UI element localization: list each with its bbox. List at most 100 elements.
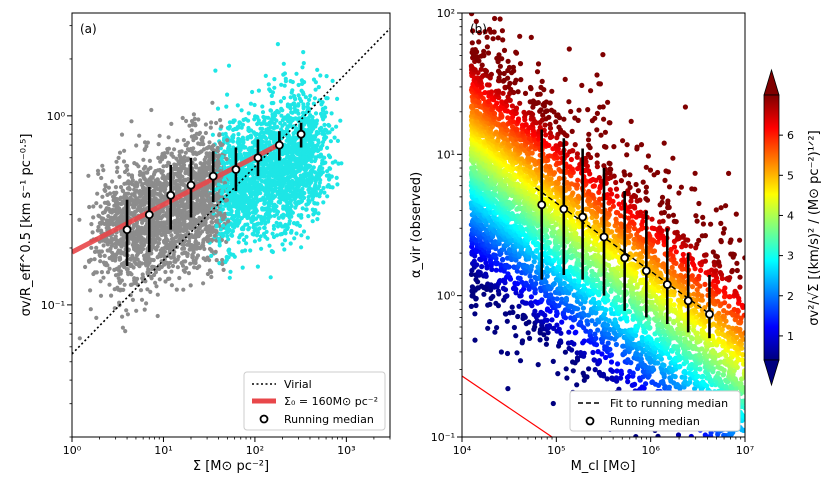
scatter-point	[200, 202, 205, 207]
scatter-point	[193, 206, 199, 211]
scatter-point	[279, 106, 284, 111]
scatter-point	[487, 301, 493, 307]
scatter-point	[274, 233, 280, 238]
scatter-point	[194, 135, 199, 141]
scatter-point	[268, 214, 273, 219]
scatter-point	[89, 222, 94, 227]
scatter-point	[603, 354, 609, 361]
scatter-point	[220, 154, 225, 159]
x-tick-label: 10¹	[154, 444, 172, 457]
scatter-point	[274, 212, 280, 217]
scatter-point	[230, 158, 235, 163]
scatter-point	[250, 89, 255, 95]
scatter-point	[504, 293, 510, 299]
scatter-point	[152, 170, 157, 175]
scatter-point	[289, 194, 294, 199]
scatter-point	[266, 204, 271, 209]
scatter-point	[205, 271, 210, 277]
scatter-point	[473, 302, 479, 309]
scatter-point	[264, 136, 269, 141]
scatter-point	[255, 221, 260, 227]
scatter-point	[544, 317, 550, 323]
scatter-point	[272, 194, 278, 199]
scatter-point	[129, 180, 134, 185]
scatter-point	[106, 214, 111, 219]
scatter-point	[221, 267, 226, 272]
scatter-point	[294, 231, 299, 236]
scatter-point	[90, 230, 95, 235]
scatter-point	[315, 148, 320, 154]
scatter-point	[257, 176, 262, 181]
scatter-point	[240, 143, 246, 148]
scatter-point	[96, 224, 101, 230]
scatter-point	[117, 280, 123, 285]
scatter-point	[131, 200, 136, 205]
scatter-point	[177, 275, 182, 281]
scatter-point	[323, 160, 328, 165]
scatter-point	[223, 202, 228, 207]
scatter-point	[550, 300, 556, 306]
scatter-point	[98, 293, 104, 298]
scatter-point	[240, 173, 245, 178]
scatter-point	[163, 279, 168, 284]
scatter-point	[221, 223, 226, 228]
scatter-point	[191, 169, 196, 174]
scatter-point	[134, 253, 140, 258]
scatter-point	[293, 205, 298, 210]
scatter-point	[94, 315, 99, 320]
scatter-point	[327, 176, 332, 181]
median-point	[296, 129, 306, 139]
scatter-point	[146, 255, 151, 260]
scatter-point	[515, 313, 521, 320]
scatter-point	[173, 235, 179, 240]
scatter-point	[592, 367, 598, 373]
legend-entry-sigma0: Σ₀ = 160M⊙ pc⁻²	[284, 395, 378, 408]
scatter-point	[605, 331, 612, 337]
scatter-point	[318, 164, 323, 169]
scatter-point	[174, 178, 179, 183]
scatter-point	[272, 156, 277, 161]
scatter-point	[569, 347, 575, 353]
scatter-point	[299, 78, 304, 83]
scatter-point	[264, 140, 269, 145]
scatter-point	[625, 379, 631, 385]
scatter-point	[282, 169, 287, 174]
scatter-point	[166, 135, 171, 140]
legend-entry-virial: Virial	[284, 378, 312, 391]
median-point	[274, 140, 284, 150]
scatter-point	[506, 264, 512, 270]
scatter-point	[176, 171, 181, 176]
scatter-point	[96, 171, 101, 176]
scatter-point	[182, 158, 187, 164]
scatter-point	[125, 270, 130, 275]
scatter-point	[162, 240, 167, 245]
scatter-point	[240, 135, 245, 140]
scatter-point	[227, 150, 232, 156]
scatter-point	[563, 295, 570, 302]
scatter-point	[219, 194, 224, 200]
scatter-point	[554, 296, 560, 302]
scatter-point	[284, 204, 289, 209]
scatter-point	[186, 239, 192, 244]
scatter-point	[321, 200, 326, 205]
scatter-point	[586, 366, 592, 372]
scatter-point	[294, 71, 299, 76]
scatter-point	[248, 179, 253, 184]
scatter-point	[262, 143, 267, 148]
scatter-point	[189, 222, 194, 227]
legend-entry-median-a: Running median	[284, 413, 374, 426]
scatter-point	[130, 297, 135, 302]
scatter-point	[269, 164, 274, 169]
scatter-point	[178, 154, 183, 159]
scatter-point	[126, 172, 131, 177]
scatter-point	[301, 119, 306, 124]
scatter-point	[246, 200, 251, 205]
scatter-point	[317, 168, 322, 173]
scatter-point	[126, 185, 131, 190]
scatter-point	[284, 224, 289, 229]
scatter-point	[278, 232, 283, 237]
scatter-point	[246, 227, 251, 232]
scatter-point	[211, 209, 216, 214]
scatter-point	[174, 287, 179, 292]
scatter-point	[250, 201, 255, 207]
